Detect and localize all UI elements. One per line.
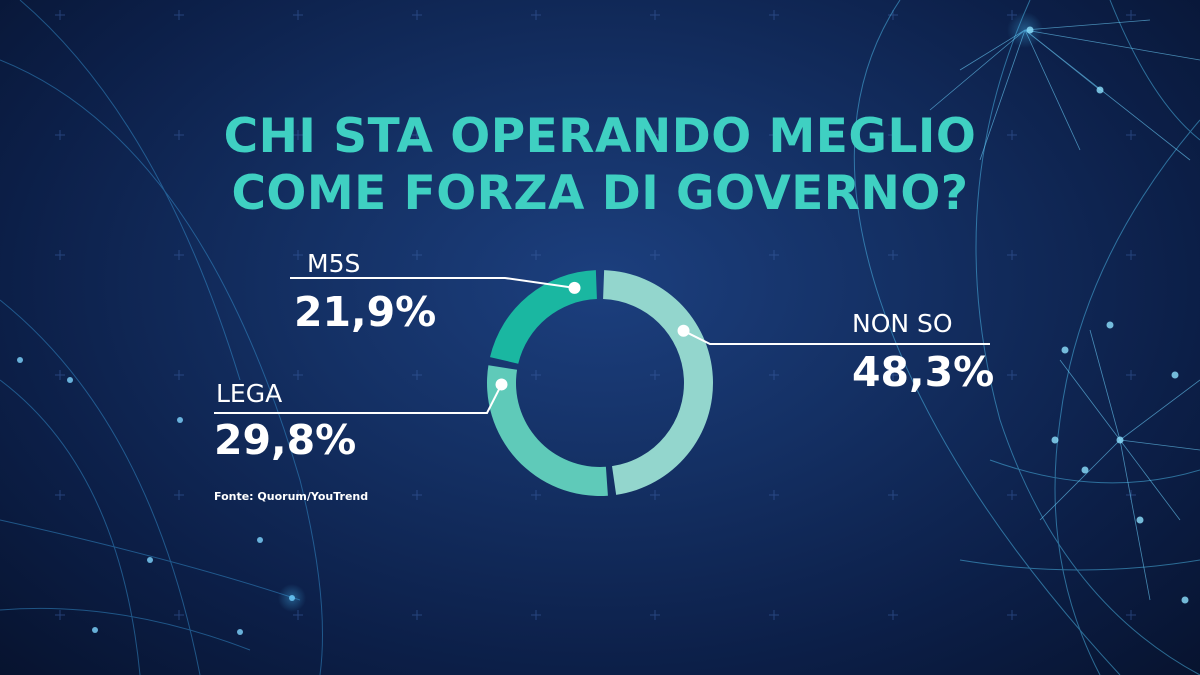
- slice-lega: [486, 365, 608, 496]
- slice-non-so: [603, 270, 714, 495]
- leader-lega: [214, 378, 508, 414]
- leader-m5s: [290, 277, 581, 294]
- chart-title: CHI STA OPERANDO MEGLIO COME FORZA DI GO…: [0, 108, 1200, 222]
- value-m5s: 21,9%: [294, 288, 437, 336]
- value-lega: 29,8%: [214, 416, 357, 464]
- label-non-so: NON SO: [852, 309, 953, 338]
- value-non-so: 48,3%: [852, 348, 995, 396]
- leader-non-so: [677, 324, 990, 345]
- title-line-1: CHI STA OPERANDO MEGLIO: [223, 109, 977, 164]
- slice-m5s: [490, 270, 597, 364]
- label-lega: LEGA: [216, 379, 283, 408]
- title-line-2: COME FORZA DI GOVERNO?: [231, 166, 969, 221]
- label-m5s: M5S: [307, 249, 361, 278]
- source-note: Fonte: Quorum/YouTrend: [214, 490, 369, 503]
